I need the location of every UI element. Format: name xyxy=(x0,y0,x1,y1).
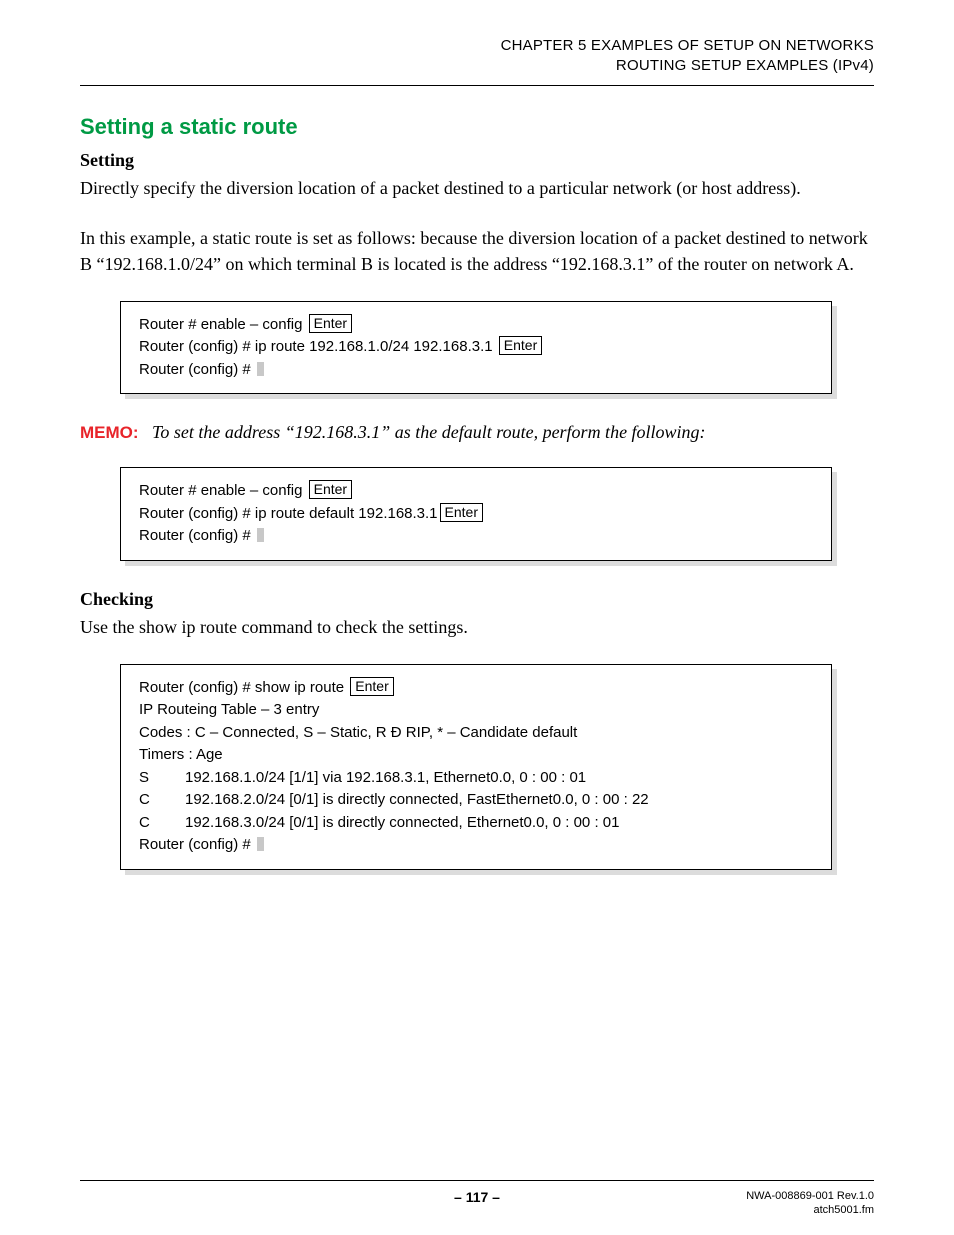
code-text: Router (config) # ip route 192.168.1.0/2… xyxy=(139,338,497,355)
route-code: S xyxy=(139,767,185,790)
code-line: Router # enable – config Enter xyxy=(139,480,813,503)
code-line: Timers : Age xyxy=(139,744,813,767)
code-text: Router (config) # xyxy=(139,836,255,853)
code-box-2: Router # enable – config Enter Router (c… xyxy=(120,467,832,561)
page-header: CHAPTER 5 EXAMPLES OF SETUP ON NETWORKS … xyxy=(80,36,874,86)
memo-line: MEMO: To set the address “192.168.3.1” a… xyxy=(80,422,874,443)
code-line: Router (config) # xyxy=(139,834,813,857)
route-row: C192.168.3.0/24 [0/1] is directly connec… xyxy=(139,812,813,835)
footer-docid: NWA-008869-001 Rev.1.0 xyxy=(746,1189,874,1203)
route-row: C192.168.2.0/24 [0/1] is directly connec… xyxy=(139,789,813,812)
enter-key: Enter xyxy=(309,314,352,333)
route-detail: 192.168.3.0/24 [0/1] is directly connect… xyxy=(185,814,619,831)
enter-key: Enter xyxy=(350,677,393,696)
header-chapter: CHAPTER 5 EXAMPLES OF SETUP ON NETWORKS xyxy=(80,36,874,56)
footer-docinfo: NWA-008869-001 Rev.1.0 atch5001.fm xyxy=(746,1189,874,1218)
code-text: Router # enable – config xyxy=(139,482,307,499)
cursor-icon xyxy=(257,528,264,542)
checking-para: Use the show ip route command to check t… xyxy=(80,614,874,640)
header-subsection: ROUTING SETUP EXAMPLES (IPv4) xyxy=(80,56,874,76)
code-line: Router (config) # xyxy=(139,525,813,548)
code-line: IP Routeing Table – 3 entry xyxy=(139,699,813,722)
enter-key: Enter xyxy=(440,503,483,522)
code-line: Router (config) # ip route 192.168.1.0/2… xyxy=(139,336,813,359)
code-text: Router # enable – config xyxy=(139,316,307,333)
code-line: Codes : C – Connected, S – Static, R Ð R… xyxy=(139,722,813,745)
page: CHAPTER 5 EXAMPLES OF SETUP ON NETWORKS … xyxy=(0,0,954,1235)
route-code: C xyxy=(139,789,185,812)
setting-para2: In this example, a static route is set a… xyxy=(80,225,874,277)
memo-text: To set the address “192.168.3.1” as the … xyxy=(152,422,706,442)
code-box-1: Router # enable – config Enter Router (c… xyxy=(120,301,832,395)
code-box-3: Router (config) # show ip route Enter IP… xyxy=(120,664,832,870)
enter-key: Enter xyxy=(309,480,352,499)
setting-heading: Setting xyxy=(80,150,874,171)
code-line: Router (config) # ip route default 192.1… xyxy=(139,503,813,526)
cursor-icon xyxy=(257,362,264,376)
code-text: Router (config) # xyxy=(139,361,255,378)
code-text: Router (config) # ip route default 192.1… xyxy=(139,505,438,522)
route-row: S192.168.1.0/24 [1/1] via 192.168.3.1, E… xyxy=(139,767,813,790)
code-line: Router (config) # xyxy=(139,359,813,382)
enter-key: Enter xyxy=(499,336,542,355)
code-text: Router (config) # xyxy=(139,527,255,544)
code-line: Router # enable – config Enter xyxy=(139,314,813,337)
code-line: Router (config) # show ip route Enter xyxy=(139,677,813,700)
cursor-icon xyxy=(257,837,264,851)
footer-filename: atch5001.fm xyxy=(746,1203,874,1217)
checking-heading: Checking xyxy=(80,589,874,610)
route-detail: 192.168.2.0/24 [0/1] is directly connect… xyxy=(185,791,649,808)
code-text: Router (config) # show ip route xyxy=(139,679,348,696)
code-box-content: Router (config) # show ip route Enter IP… xyxy=(120,664,832,870)
route-detail: 192.168.1.0/24 [1/1] via 192.168.3.1, Et… xyxy=(185,769,586,786)
page-footer: – 117 – NWA-008869-001 Rev.1.0 atch5001.… xyxy=(80,1180,874,1205)
code-box-content: Router # enable – config Enter Router (c… xyxy=(120,301,832,395)
memo-label: MEMO: xyxy=(80,423,139,442)
route-code: C xyxy=(139,812,185,835)
setting-para1: Directly specify the diversion location … xyxy=(80,175,874,201)
code-box-content: Router # enable – config Enter Router (c… xyxy=(120,467,832,561)
section-title: Setting a static route xyxy=(80,114,874,140)
